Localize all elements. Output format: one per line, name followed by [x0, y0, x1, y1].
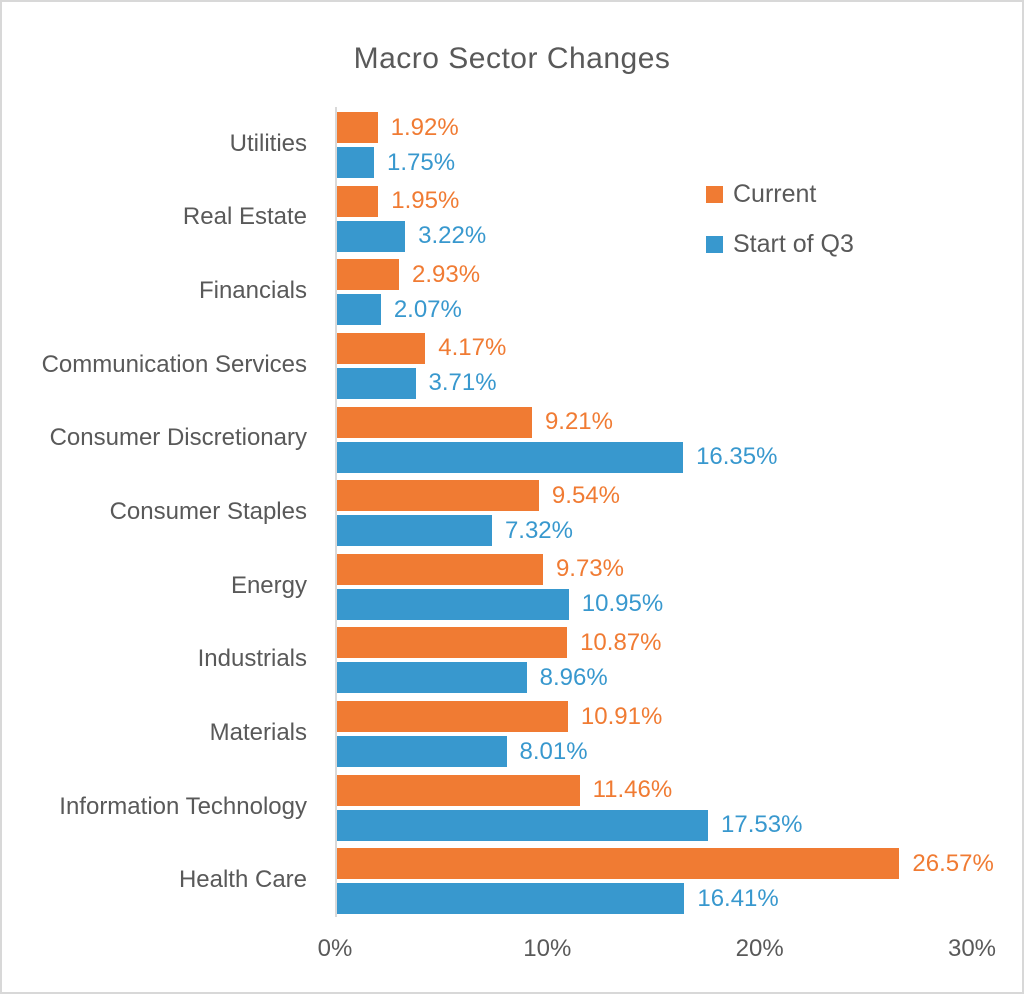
- category-label: Energy: [230, 571, 307, 599]
- bar-start-of-q3: 17.53%: [337, 809, 802, 841]
- legend-item-start-of-q3: Start of Q3: [706, 230, 854, 259]
- data-label-start-of-q3: 8.96%: [539, 663, 608, 691]
- x-axis-tick-label: 20%: [735, 935, 784, 962]
- data-label-start-of-q3: 3.71%: [428, 369, 497, 397]
- bar-current: 26.57%: [337, 848, 994, 880]
- category-label: Financials: [198, 277, 307, 305]
- data-label-current: 26.57%: [912, 849, 994, 877]
- data-label-current: 10.87%: [580, 628, 662, 656]
- category-label: Health Care: [178, 866, 307, 894]
- data-label-start-of-q3: 17.53%: [721, 811, 803, 839]
- category-band: 11.46% 17.53%: [337, 770, 972, 844]
- category-label: Real Estate: [182, 203, 307, 231]
- x-axis-tick-label: 0%: [317, 935, 353, 962]
- bar-start-of-q3: 16.35%: [337, 441, 777, 473]
- data-label-current: 11.46%: [592, 776, 673, 804]
- bar-current: 9.54%: [337, 480, 620, 512]
- data-label-start-of-q3: 7.32%: [504, 516, 573, 544]
- bar-start-of-q3: 8.01%: [337, 736, 588, 767]
- category-label: Communication Services: [41, 350, 307, 378]
- data-label-current: 1.92%: [390, 113, 459, 141]
- category-label: Information Technology: [59, 792, 307, 820]
- bar-current: 2.93%: [337, 259, 480, 291]
- category-label: Utilities: [229, 129, 307, 157]
- data-label-start-of-q3: 1.75%: [387, 148, 456, 176]
- plot-area: 1.92% 1.75% 1.95% 3.22% 2.93% 2.07% 4.17% 3.71%…: [335, 107, 994, 917]
- category-band: 1.95% 3.22%: [337, 181, 972, 255]
- category-band: 2.93% 2.07%: [337, 254, 972, 328]
- data-label-start-of-q3: 10.95%: [581, 590, 664, 618]
- x-axis-tick-label: 30%: [947, 935, 997, 962]
- data-label-start-of-q3: 8.01%: [519, 737, 588, 765]
- legend-label-start-of-q3: Start of Q3: [733, 230, 854, 258]
- chart-title: Macro Sector Changes: [353, 42, 671, 75]
- category-band: 26.57% 16.41%: [337, 843, 994, 917]
- bar-start-of-q3: 10.95%: [337, 588, 663, 620]
- bar-current: 9.21%: [337, 406, 613, 438]
- legend: Current Start of Q3: [706, 180, 854, 280]
- data-label-current: 9.73%: [555, 555, 624, 583]
- category-band: 9.21% 16.35%: [337, 402, 972, 476]
- data-label-current: 2.93%: [412, 260, 481, 288]
- category-band: 9.54% 7.32%: [337, 475, 972, 549]
- category-label: Materials: [209, 718, 307, 746]
- bar-current: 10.91%: [337, 701, 662, 732]
- data-label-current: 9.54%: [551, 481, 620, 509]
- data-label-start-of-q3: 16.35%: [696, 443, 778, 470]
- category-band: 10.91% 8.01%: [337, 696, 972, 770]
- bar-start-of-q3: 2.07%: [337, 294, 462, 326]
- bar-current: 4.17%: [337, 332, 506, 364]
- x-axis-tick-label: 10%: [523, 935, 572, 962]
- bar-start-of-q3: 3.22%: [337, 220, 486, 252]
- data-label-start-of-q3: 2.07%: [393, 295, 462, 323]
- bar-start-of-q3: 16.41%: [337, 883, 779, 915]
- category-axis: Utilities Real Estate Financials Communicat…: [2, 107, 321, 917]
- bar-start-of-q3: 3.71%: [337, 367, 497, 399]
- data-label-current: 4.17%: [438, 334, 507, 362]
- category-band: 9.73% 10.95%: [337, 549, 972, 623]
- category-label: Industrials: [197, 645, 307, 673]
- category-label: Consumer Discretionary: [49, 424, 307, 452]
- bar-current: 10.87%: [337, 627, 661, 659]
- legend-label-current: Current: [733, 180, 817, 208]
- bar-current: 9.73%: [337, 553, 624, 585]
- category-band: 4.17% 3.71%: [337, 328, 972, 402]
- bar-current: 1.92%: [337, 112, 459, 143]
- x-axis: 0% 10% 20% 30%: [318, 935, 996, 969]
- bar-current: 1.95%: [337, 185, 459, 217]
- data-label-start-of-q3: 3.22%: [418, 222, 487, 250]
- data-label-current: 1.95%: [391, 187, 460, 215]
- bar-start-of-q3: 1.75%: [337, 147, 455, 178]
- category-label: Consumer Staples: [109, 498, 307, 526]
- data-label-start-of-q3: 16.41%: [697, 884, 779, 912]
- legend-item-current: Current: [706, 180, 854, 209]
- data-label-current: 10.91%: [580, 702, 663, 730]
- legend-swatch-current-icon: [706, 186, 723, 203]
- data-label-current: 9.21%: [544, 408, 613, 435]
- bar-start-of-q3: 8.96%: [337, 662, 608, 694]
- category-band: 10.87% 8.96%: [337, 622, 972, 696]
- category-band: 1.92% 1.75%: [337, 107, 972, 181]
- legend-swatch-start-of-q3-icon: [706, 236, 723, 253]
- bar-current: 11.46%: [337, 774, 672, 806]
- bar-start-of-q3: 7.32%: [337, 515, 573, 547]
